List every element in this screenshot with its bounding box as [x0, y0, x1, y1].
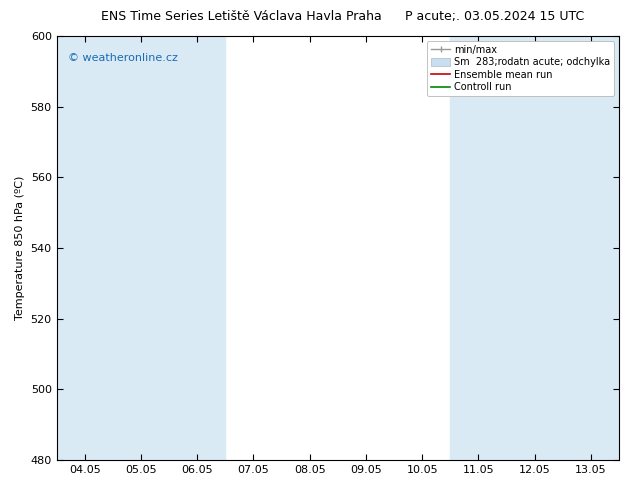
Bar: [450, 36, 619, 460]
Bar: [56, 36, 225, 460]
Text: ENS Time Series Letiště Václava Havla Praha: ENS Time Series Letiště Václava Havla Pr…: [101, 10, 381, 23]
Text: © weatheronline.cz: © weatheronline.cz: [68, 53, 178, 63]
Y-axis label: Temperature 850 hPa (ºC): Temperature 850 hPa (ºC): [15, 176, 25, 320]
Text: P acute;. 03.05.2024 15 UTC: P acute;. 03.05.2024 15 UTC: [405, 10, 584, 23]
Legend: min/max, Sm  283;rodatn acute; odchylka, Ensemble mean run, Controll run: min/max, Sm 283;rodatn acute; odchylka, …: [427, 41, 614, 96]
